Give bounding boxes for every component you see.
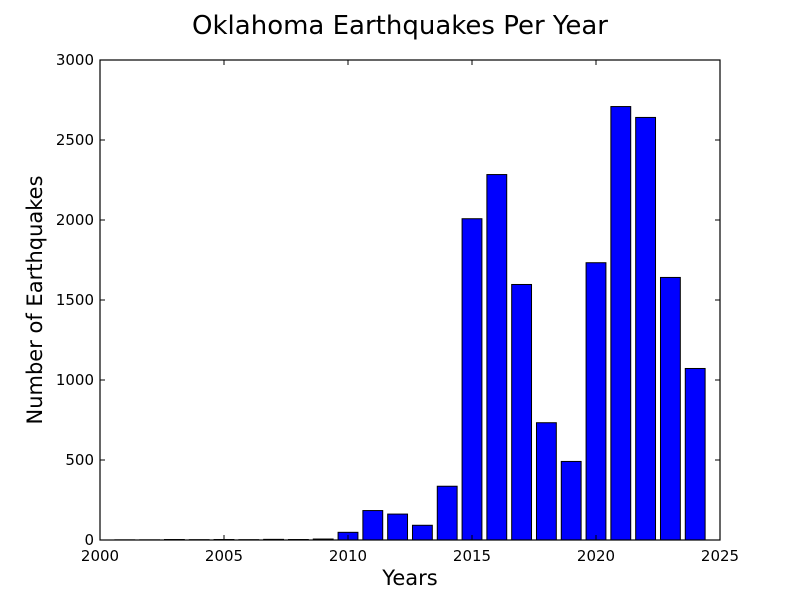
ticks-layer: 2000 2005 2010 2015 2020 2025 0 500 1000 1500 2000… bbox=[56, 51, 739, 565]
y-tick-label-1000: 1000 bbox=[56, 371, 94, 389]
bar-2021 bbox=[635, 116, 657, 541]
x-tick-label-2000: 2000 bbox=[81, 547, 119, 565]
y-tick-label-0: 0 bbox=[84, 531, 94, 549]
x-tick-label-2015: 2015 bbox=[453, 547, 491, 565]
y-tick-label-3000: 3000 bbox=[56, 51, 94, 69]
bar-2015 bbox=[486, 174, 508, 541]
bar-2022 bbox=[659, 276, 681, 541]
bar-2017 bbox=[535, 422, 557, 541]
bar-2014 bbox=[461, 218, 483, 541]
x-axis-label: Years bbox=[381, 566, 437, 590]
chart-title: Oklahoma Earthquakes Per Year bbox=[192, 11, 608, 41]
x-tick-label-2020: 2020 bbox=[577, 547, 615, 565]
bar-2011 bbox=[387, 513, 409, 541]
bar-2010 bbox=[362, 510, 384, 541]
bar-2012 bbox=[411, 524, 433, 541]
bar-2016 bbox=[511, 283, 533, 541]
bars-layer bbox=[114, 106, 706, 541]
x-tick-label-2005: 2005 bbox=[205, 547, 243, 565]
bar-2019 bbox=[585, 262, 607, 541]
y-axis-label: Number of Earthquakes bbox=[23, 175, 47, 424]
bar-2023 bbox=[684, 367, 706, 541]
x-tick-label-2010: 2010 bbox=[329, 547, 367, 565]
x-tick-label-2025: 2025 bbox=[701, 547, 739, 565]
bar-2020 bbox=[610, 106, 632, 541]
bar-2013 bbox=[436, 485, 458, 541]
y-tick-label-1500: 1500 bbox=[56, 291, 94, 309]
y-tick-label-2000: 2000 bbox=[56, 211, 94, 229]
y-tick-label-2500: 2500 bbox=[56, 131, 94, 149]
y-tick-label-500: 500 bbox=[65, 451, 94, 469]
bar-2018 bbox=[560, 460, 582, 541]
